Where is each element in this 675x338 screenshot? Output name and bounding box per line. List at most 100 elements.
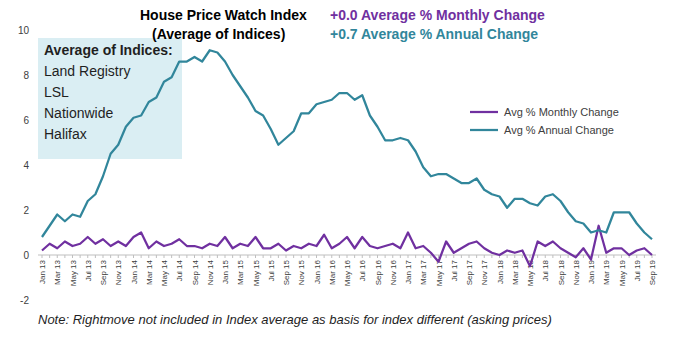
x-tick <box>362 255 363 258</box>
x-tick <box>186 255 187 258</box>
sources-item: Halifax <box>44 126 87 142</box>
x-tick <box>514 255 515 258</box>
y-tick <box>38 75 41 76</box>
y-tick-label: 6 <box>23 115 29 126</box>
x-tick <box>537 255 538 258</box>
x-tick-label: Sep 15 <box>282 259 291 285</box>
x-tick <box>148 255 149 258</box>
x-tick <box>247 255 248 258</box>
x-tick-label: May 15 <box>252 259 261 286</box>
x-tick-label: Jan 14 <box>130 259 139 284</box>
sources-box: Average of Indices:Land RegistryLSLNatio… <box>38 38 182 159</box>
x-tick-label: Sep 18 <box>557 259 566 285</box>
x-tick <box>560 255 561 258</box>
x-tick <box>171 255 172 258</box>
x-tick <box>87 255 88 258</box>
headline: +0.7 Average % Annual Change <box>330 26 538 42</box>
x-tick <box>49 255 50 258</box>
x-tick <box>469 255 470 258</box>
x-tick-label: Jan 15 <box>221 259 230 284</box>
x-tick-label: May 14 <box>160 259 169 286</box>
x-tick <box>263 255 264 258</box>
x-tick-label: Jul 14 <box>175 259 184 281</box>
x-tick <box>522 255 523 258</box>
x-tick-label: Nov 16 <box>389 259 398 285</box>
y-tick-label: 2 <box>23 205 29 216</box>
x-tick <box>446 255 447 258</box>
y-tick-label: 4 <box>23 160 29 171</box>
x-tick-label: Nov 17 <box>480 259 489 285</box>
y-tick <box>38 120 41 121</box>
x-tick-label: May 19 <box>618 259 627 286</box>
x-tick-label: Jul 13 <box>84 259 93 281</box>
x-tick <box>408 255 409 258</box>
x-tick <box>400 255 401 258</box>
x-tick <box>72 255 73 258</box>
y-tick-label: -2 <box>20 295 29 306</box>
x-tick-label: Jul 16 <box>358 259 367 281</box>
x-tick-label: Nov 18 <box>572 259 581 285</box>
x-axis: Jan 13Mar 13May 13Jul 13Sep 13Nov 13Jan … <box>38 255 657 286</box>
x-tick <box>278 255 279 258</box>
x-tick-label: Sep 16 <box>374 259 383 285</box>
sources-item: Land Registry <box>44 63 130 79</box>
x-tick <box>552 255 553 258</box>
y-tick <box>38 30 41 31</box>
subtitle: (Average of Indices) <box>152 26 285 42</box>
x-tick-label: Mar 13 <box>53 259 62 284</box>
x-tick <box>286 255 287 258</box>
x-tick <box>423 255 424 258</box>
x-tick <box>415 255 416 258</box>
x-tick-label: Sep 19 <box>648 259 657 285</box>
x-tick-label: Mar 18 <box>511 259 520 284</box>
x-tick <box>164 255 165 258</box>
x-tick <box>232 255 233 258</box>
x-tick <box>301 255 302 258</box>
x-tick <box>377 255 378 258</box>
x-tick-label: Sep 17 <box>465 259 474 285</box>
x-tick <box>125 255 126 258</box>
x-tick <box>545 255 546 258</box>
legend: Avg % Monthly Change Avg % Annual Change <box>470 106 619 136</box>
x-tick-label: Nov 15 <box>297 259 306 285</box>
legend-label: Avg % Monthly Change <box>504 106 619 118</box>
x-tick <box>95 255 96 258</box>
x-tick-label: Nov 14 <box>206 259 215 285</box>
sources-heading: Average of Indices: <box>44 42 173 58</box>
x-tick <box>110 255 111 258</box>
x-tick <box>347 255 348 258</box>
x-tick-label: Mar 19 <box>602 259 611 284</box>
chart: Average of Indices:Land RegistryLSLNatio… <box>0 0 675 338</box>
x-tick <box>316 255 317 258</box>
x-tick-label: Mar 15 <box>236 259 245 284</box>
x-tick <box>606 255 607 258</box>
x-tick-label: Mar 17 <box>419 259 428 284</box>
x-tick <box>484 255 485 258</box>
headline: +0.0 Average % Monthly Change <box>330 7 545 23</box>
x-tick <box>476 255 477 258</box>
x-tick-label: Sep 13 <box>99 259 108 285</box>
x-tick <box>217 255 218 258</box>
x-tick <box>438 255 439 258</box>
legend-swatch <box>470 129 498 131</box>
legend-label: Avg % Annual Change <box>504 124 614 136</box>
x-tick <box>80 255 81 258</box>
x-tick-label: Jan 19 <box>587 259 596 284</box>
x-tick-label: Jan 18 <box>496 259 505 284</box>
x-tick <box>202 255 203 258</box>
x-tick <box>225 255 226 258</box>
x-tick <box>255 255 256 258</box>
x-tick <box>636 255 637 258</box>
legend-swatch <box>470 111 498 113</box>
x-tick <box>324 255 325 258</box>
y-tick-label: 10 <box>18 25 30 36</box>
x-tick <box>57 255 58 258</box>
x-tick <box>156 255 157 258</box>
y-tick <box>38 300 41 301</box>
x-tick <box>133 255 134 258</box>
sources-item: LSL <box>44 84 69 100</box>
series-line <box>42 226 652 267</box>
x-tick-label: May 17 <box>435 259 444 286</box>
x-tick <box>354 255 355 258</box>
x-tick-label: Jan 17 <box>404 259 413 284</box>
